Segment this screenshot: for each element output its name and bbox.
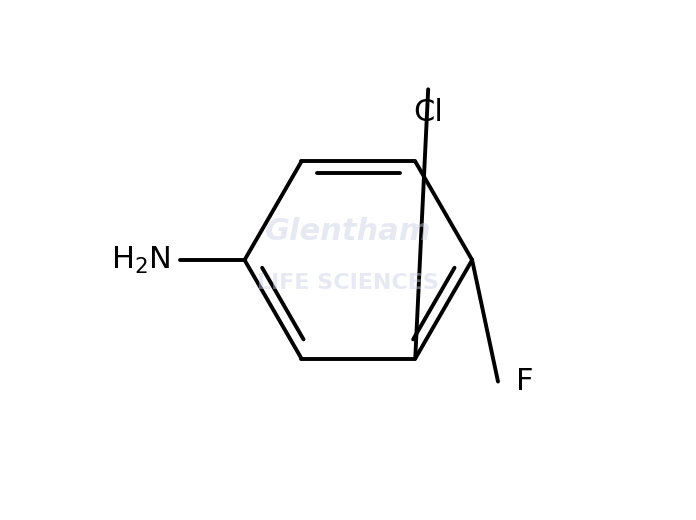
Text: H$_2$N: H$_2$N xyxy=(111,244,171,276)
Text: F: F xyxy=(516,367,534,396)
Text: LIFE SCIENCES: LIFE SCIENCES xyxy=(257,274,439,293)
Text: Glentham: Glentham xyxy=(264,217,432,246)
Text: Cl: Cl xyxy=(413,98,443,127)
